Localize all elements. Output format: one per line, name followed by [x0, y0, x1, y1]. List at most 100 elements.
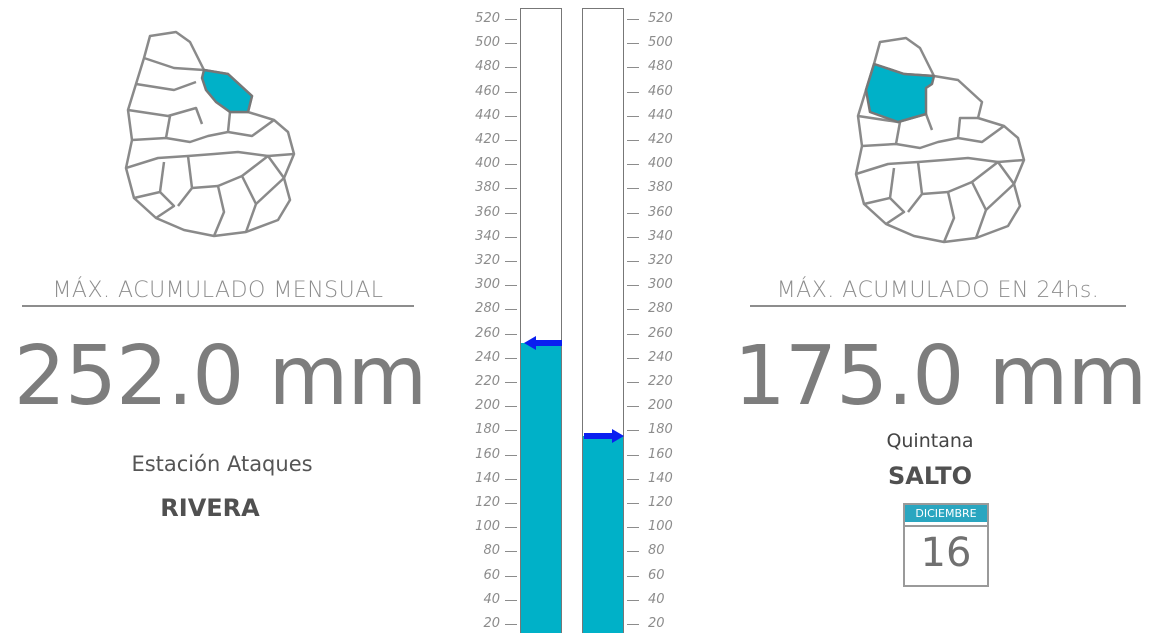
right-scale-tick-label: 500	[648, 35, 673, 51]
monthly-gauge-fill	[521, 343, 561, 633]
right-scale-tick-label: 280	[648, 301, 673, 317]
left-scale-tick-mark	[505, 212, 517, 214]
right-scale-tick-mark	[627, 503, 639, 504]
right-scale-tick-label: 320	[648, 253, 673, 268]
left-scale-tick-label: 200	[475, 398, 500, 414]
right-scale-tick-label: 180	[648, 422, 673, 438]
right-scale-tick-mark	[627, 91, 639, 93]
left-scale-tick-mark	[505, 140, 517, 141]
monthly-max-value: 252.0 mm	[13, 329, 428, 424]
left-scale-tick-mark	[505, 624, 517, 625]
right-scale-tick-mark	[627, 164, 639, 166]
left-scale-tick-mark	[505, 333, 517, 335]
right-scale-tick-label: 420	[648, 132, 673, 147]
monthly-heading-rule	[22, 305, 414, 307]
left-scale-tick-label: 220	[475, 374, 500, 389]
left-scale-tick-label: 160	[475, 446, 500, 462]
left-scale-tick-label: 300	[475, 277, 500, 293]
right-scale-tick-label: 460	[648, 83, 673, 99]
left-scale-tick-label: 320	[475, 253, 500, 268]
calendar-day: 16	[920, 530, 972, 576]
right-scale-tick-mark	[627, 261, 639, 262]
left-scale-tick-mark	[505, 430, 517, 432]
monthly-level-arrow-icon	[524, 336, 562, 351]
left-scale-tick-mark	[505, 285, 517, 287]
left-scale-tick-mark	[505, 19, 517, 20]
right-scale-tick-mark	[627, 575, 639, 577]
daily-max-value: 175.0 mm	[733, 329, 1148, 424]
right-scale-tick-label: 80	[648, 543, 665, 559]
monthly-station-name: Estación Ataques	[131, 452, 313, 476]
right-scale-tick-mark	[627, 599, 639, 601]
daily-department: SALTO	[888, 462, 972, 490]
left-scale-tick-mark	[505, 115, 517, 117]
left-scale-tick-mark	[505, 43, 517, 45]
right-scale-tick-mark	[627, 67, 639, 69]
right-scale-tick-label: 520	[648, 11, 673, 26]
left-scale-tick-mark	[505, 478, 517, 480]
left-scale-tick-mark	[505, 551, 517, 553]
left-scale-tick-label: 240	[475, 349, 500, 365]
left-scale-tick-label: 440	[475, 107, 500, 123]
left-scale-tick-label: 280	[475, 301, 500, 317]
left-scale-tick-label: 460	[475, 83, 500, 99]
right-scale-tick-mark	[627, 140, 639, 141]
calendar-date: DICIEMBRE 16	[903, 503, 989, 587]
left-scale-tick-label: 180	[475, 422, 500, 438]
left-scale-tick-mark	[505, 382, 517, 383]
left-scale-tick-label: 20	[483, 616, 500, 631]
left-scale-tick-label: 500	[475, 35, 500, 51]
right-scale-tick-label: 240	[648, 349, 673, 365]
left-scale-tick-mark	[505, 261, 517, 262]
right-scale-tick-mark	[627, 19, 639, 20]
right-scale-tick-mark	[627, 285, 639, 287]
right-scale-tick-label: 300	[648, 277, 673, 293]
right-scale-tick-label: 160	[648, 446, 673, 462]
right-scale-tick-label: 60	[648, 567, 665, 583]
right-scale-tick-label: 400	[648, 156, 673, 172]
right-scale-tick-mark	[627, 43, 639, 45]
daily-level-arrow-icon	[584, 429, 624, 444]
monthly-max-heading: MÁX. ACUMULADO MENSUAL	[52, 278, 384, 303]
right-scale-tick-mark	[627, 309, 639, 311]
right-scale-tick-mark	[627, 406, 639, 408]
left-scale-tick-label: 360	[475, 204, 500, 220]
left-scale-tick-mark	[505, 575, 517, 577]
right-scale-tick-label: 40	[648, 591, 665, 607]
right-scale-tick-mark	[627, 115, 639, 117]
right-scale-tick-label: 100	[648, 519, 673, 535]
left-scale-tick-mark	[505, 309, 517, 311]
left-scale-tick-label: 140	[475, 470, 500, 486]
left-scale-tick-label: 400	[475, 156, 500, 172]
daily-gauge-fill	[583, 436, 623, 633]
left-scale-tick-label: 60	[483, 567, 500, 583]
left-scale-tick-mark	[505, 164, 517, 166]
left-scale-tick-label: 480	[475, 59, 500, 75]
right-scale-tick-label: 360	[648, 204, 673, 220]
right-scale-tick-label: 140	[648, 470, 673, 486]
right-scale-tick-mark	[627, 527, 639, 529]
left-scale-tick-label: 80	[483, 543, 500, 559]
left-scale-tick-mark	[505, 357, 517, 359]
right-scale-tick-mark	[627, 454, 639, 456]
uruguay-map-rivera	[118, 28, 304, 242]
daily-gauge-tube	[582, 8, 624, 633]
daily-max-heading: MÁX. ACUMULADO EN 24hs.	[776, 278, 1100, 303]
right-scale-tick-mark	[627, 551, 639, 553]
right-scale-tick-label: 20	[648, 616, 665, 631]
calendar-month: DICIEMBRE	[905, 505, 987, 525]
uruguay-map-salto	[848, 34, 1034, 248]
left-scale-tick-label: 340	[475, 228, 500, 244]
right-scale-tick-mark	[627, 357, 639, 359]
right-scale-tick-mark	[627, 430, 639, 432]
right-scale-tick-mark	[627, 333, 639, 335]
left-scale-tick-mark	[505, 599, 517, 601]
right-scale-tick-label: 120	[648, 495, 673, 510]
right-scale-tick-mark	[627, 624, 639, 625]
right-scale-tick-label: 340	[648, 228, 673, 244]
right-scale-tick-mark	[627, 478, 639, 480]
daily-heading-rule	[750, 305, 1126, 307]
right-scale-tick-mark	[627, 236, 639, 238]
right-scale-tick-mark	[627, 188, 639, 190]
left-scale-tick-mark	[505, 67, 517, 69]
